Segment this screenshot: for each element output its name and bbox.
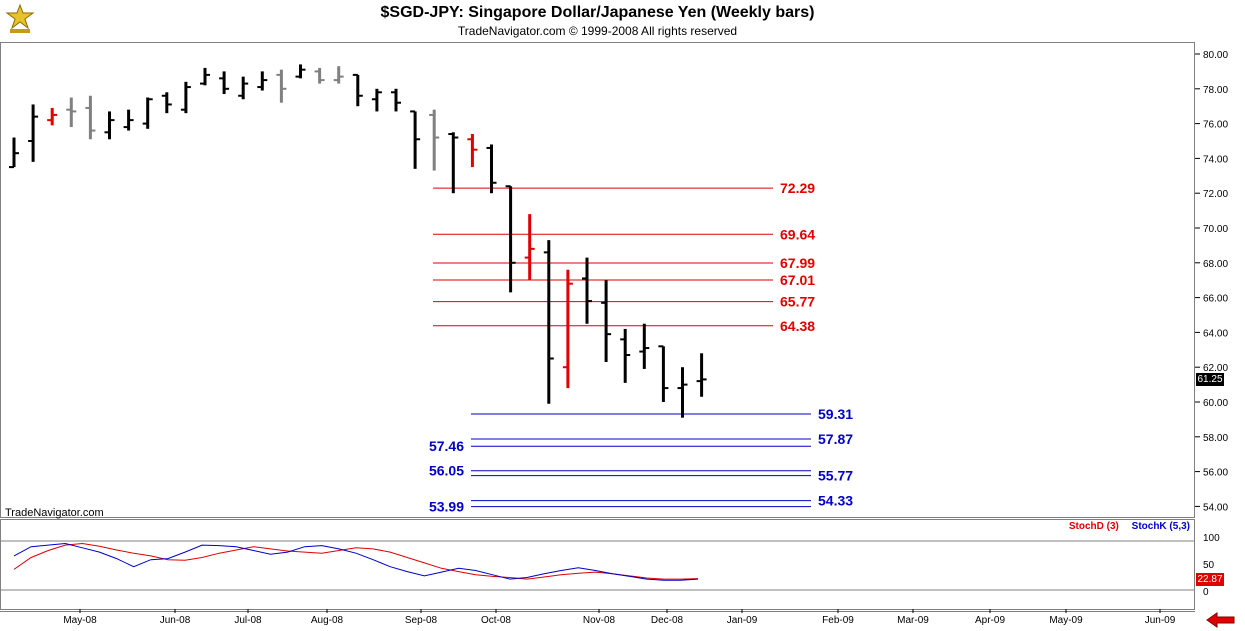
x-tick-label: Jun-08 <box>160 615 191 626</box>
fib-retracement-label: 64.38 <box>780 318 815 334</box>
x-tick-label: May-08 <box>63 615 97 626</box>
y-tick-label: 62.00 <box>1203 363 1228 374</box>
ohlc-bar <box>219 71 230 95</box>
y-tick-label: 64.00 <box>1203 328 1228 339</box>
y-tick-label: 58.00 <box>1203 433 1228 444</box>
stoch-k-line <box>13 542 699 581</box>
ohlc-bar <box>505 185 516 293</box>
trade-navigator-logo-icon <box>5 3 35 33</box>
stoch-d-legend-label: StochD (3) <box>1068 521 1119 532</box>
ohlc-bar <box>543 240 554 404</box>
stoch-k-legend-label: StochK (5,3) <box>1131 521 1190 532</box>
ohlc-bar <box>314 67 325 84</box>
fib-extension-label: 54.33 <box>818 493 853 509</box>
ohlc-bar <box>333 66 344 84</box>
ohlc-bar <box>601 280 612 362</box>
ohlc-bar <box>696 353 707 397</box>
ohlc-bar <box>562 269 573 389</box>
ohlc-bar <box>276 69 287 103</box>
ohlc-bar <box>429 109 440 171</box>
x-tick-label: May-09 <box>1049 615 1083 626</box>
ohlc-bar <box>639 323 650 369</box>
x-tick-label: Apr-09 <box>975 615 1005 626</box>
fib-extension-label: 53.99 <box>429 499 464 515</box>
x-tick-label: Feb-09 <box>822 615 854 626</box>
ohlc-bar <box>85 95 96 140</box>
ohlc-bar <box>448 132 459 194</box>
ohlc-bar <box>142 97 153 129</box>
y-tick-label: 66.00 <box>1203 294 1228 305</box>
y-tick-label: 72.00 <box>1203 189 1228 200</box>
ohlc-bar <box>9 137 19 169</box>
y-tick-label: 68.00 <box>1203 259 1228 270</box>
fib-extension-label: 55.77 <box>818 468 853 484</box>
y-tick-label: 70.00 <box>1203 224 1228 235</box>
last-price-tag: 61.25 <box>1196 373 1224 387</box>
ohlc-bar <box>352 73 363 107</box>
ohlc-bar <box>257 71 268 91</box>
y-tick-label: 74.00 <box>1203 154 1228 165</box>
x-tick-label: Jun-09 <box>1145 615 1176 626</box>
y-tick-label: 54.00 <box>1203 502 1228 513</box>
x-tick-label: Sep-08 <box>405 615 438 626</box>
fib-retracement-label: 67.01 <box>780 272 815 288</box>
ohlc-bar <box>524 214 535 281</box>
x-tick-label: Nov-08 <box>583 615 616 626</box>
ohlc-bar <box>104 111 115 140</box>
ohlc-bar <box>200 67 210 86</box>
ohlc-bar <box>620 328 631 383</box>
y-tick-label: 80.00 <box>1203 50 1228 61</box>
ohlc-bar <box>677 367 688 418</box>
fib-retracement-label: 72.29 <box>780 180 815 196</box>
ohlc-bar <box>295 64 306 79</box>
scroll-left-arrow-icon[interactable] <box>1206 612 1236 628</box>
y-tick-label: 56.00 <box>1203 468 1228 479</box>
fib-extension-label: 57.46 <box>429 438 464 454</box>
x-tick-label: Jan-09 <box>727 615 758 626</box>
ohlc-bar <box>123 109 134 131</box>
x-tick-label: Mar-09 <box>897 615 929 626</box>
ohlc-bar <box>180 81 191 114</box>
x-tick-label: Oct-08 <box>481 615 511 626</box>
x-tick-label: Dec-08 <box>651 615 684 626</box>
stoch-panel-frame <box>0 519 1195 610</box>
stochastic-legend: StochD (3) StochK (5,3) <box>1069 521 1190 532</box>
ohlc-bar <box>47 107 58 126</box>
ohlc-bar <box>28 104 39 162</box>
x-tick-label: Aug-08 <box>311 615 344 626</box>
fib-extension-label: 57.87 <box>818 431 853 447</box>
ohlc-bar <box>371 88 382 112</box>
x-tick-label: Jul-08 <box>234 615 262 626</box>
ohlc-bar <box>391 88 401 112</box>
y-tick-label: 78.00 <box>1203 85 1228 96</box>
ohlc-bar <box>486 144 497 194</box>
stoch-tick-label: 100 <box>1203 533 1220 544</box>
y-tick-label: 76.00 <box>1203 120 1228 131</box>
ohlc-bar <box>658 345 669 402</box>
ohlc-bar <box>66 97 77 128</box>
fib-extension-label: 56.05 <box>429 463 464 479</box>
y-tick-label: 60.00 <box>1203 398 1228 409</box>
ohlc-bar <box>582 257 592 324</box>
last-stoch-tag: 22.87 <box>1196 572 1224 586</box>
fib-retracement-label: 69.64 <box>780 226 815 242</box>
stoch-tick-label: 50 <box>1203 560 1215 571</box>
ohlc-bar <box>161 92 172 114</box>
fib-retracement-label: 67.99 <box>780 255 815 271</box>
brand-watermark: TradeNavigator.com <box>5 507 104 519</box>
copyright-text: TradeNavigator.com © 1999-2008 All right… <box>457 24 738 38</box>
price-panel-frame <box>0 42 1195 518</box>
ohlc-bar <box>467 134 478 168</box>
ohlc-bar <box>410 110 421 169</box>
fib-retracement-label: 65.77 <box>780 294 815 310</box>
chart-title: $SGD-JPY: Singapore Dollar/Japanese Yen … <box>380 4 815 21</box>
fib-extension-label: 59.31 <box>818 406 853 422</box>
ohlc-bar <box>238 76 249 100</box>
stoch-tick-label: 0 <box>1203 587 1209 598</box>
stoch-d-line <box>13 542 699 580</box>
